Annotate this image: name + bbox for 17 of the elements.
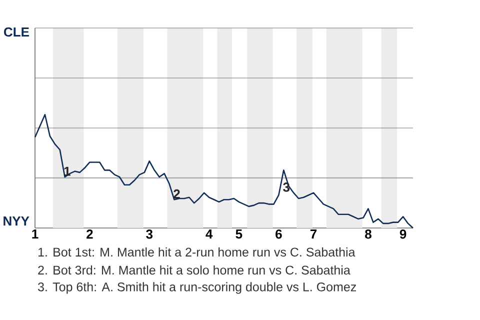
x-tick-label: 8: [365, 230, 372, 239]
annotation: 2: [174, 189, 180, 199]
annotation: 3: [283, 182, 290, 192]
annotation: 1: [64, 166, 70, 176]
text: CLE: [4, 27, 29, 37]
x-tick-label: 4: [206, 230, 213, 238]
text: 1. Bot 1st: M. Mantle hit a 2-run home run vs C. Sabathia: [38, 247, 356, 257]
text: 3. Top 6th: A. Smith hit a run-scoring double vs L. Gomez: [38, 282, 356, 294]
x-tick-label: 1: [32, 230, 38, 238]
x-tick-label: 6: [276, 230, 282, 239]
x-tick-label: 9: [400, 230, 406, 239]
text: NYY: [4, 216, 30, 226]
x-tick-label: 5: [236, 230, 242, 239]
x-tick-label: 2: [86, 230, 93, 239]
text: 2. Bot 3rd: M. Mantle hit a solo home run vs C. Sabathia: [38, 265, 350, 275]
x-tick-label: 3: [146, 230, 153, 239]
x-tick-label: 7: [310, 230, 317, 238]
